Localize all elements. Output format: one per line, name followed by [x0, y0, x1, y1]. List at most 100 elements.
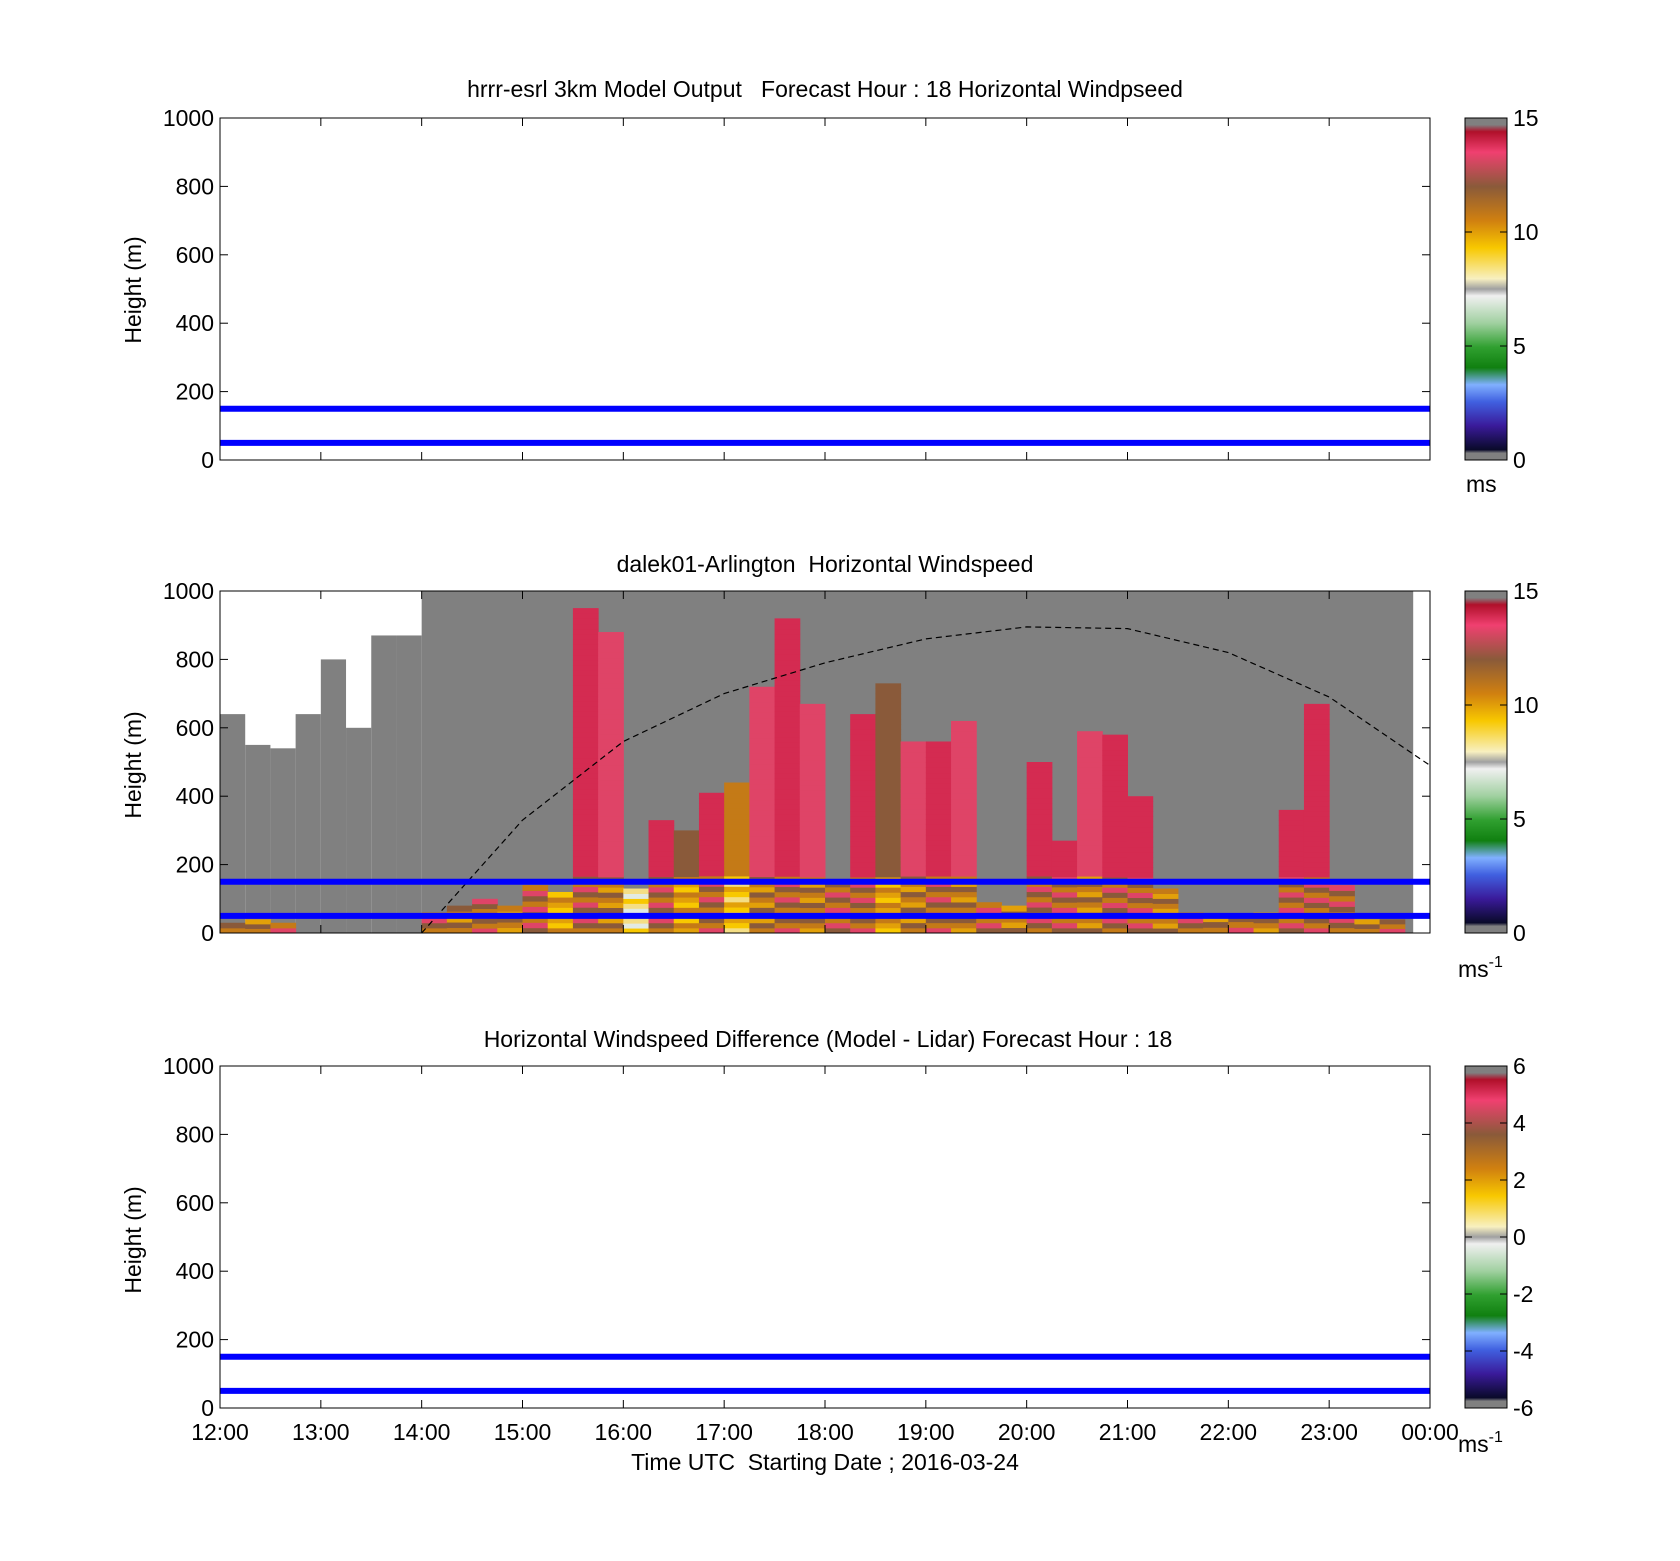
data-cell [799, 759, 826, 766]
data-cell [799, 917, 826, 924]
data-cell [875, 922, 902, 929]
data-cell [598, 856, 624, 863]
data-cell [749, 768, 776, 775]
data-cell [774, 896, 801, 903]
data-cell [1253, 922, 1280, 929]
data-cell [572, 886, 599, 893]
data-cell [1001, 927, 1028, 933]
data-cell [623, 918, 650, 924]
data-cell [572, 804, 599, 810]
data-cell [598, 708, 624, 715]
data-cell [850, 744, 876, 751]
data-cell [572, 809, 599, 815]
data-cell [1278, 891, 1305, 898]
difference-panel: Horizontal Windspeed Difference (Model -… [120, 1026, 1534, 1457]
data-cell [572, 623, 599, 630]
data-cell [1127, 806, 1154, 812]
data-cell [900, 808, 927, 815]
colorbar-unit: ms [1466, 471, 1497, 497]
data-cell [749, 809, 776, 816]
data-cell [749, 738, 776, 744]
data-cell [724, 839, 750, 846]
data-cell [1026, 829, 1053, 836]
data-cell [245, 919, 271, 925]
data-cell [799, 780, 826, 786]
data-cell [472, 928, 498, 933]
data-cell [774, 855, 801, 862]
x-tick-label: 20:00 [998, 1419, 1056, 1445]
data-cell [1077, 736, 1103, 743]
data-cell [1303, 831, 1330, 837]
data-cell [749, 830, 776, 837]
data-cell [875, 708, 902, 715]
data-cell [623, 898, 650, 904]
lidar-panel: dalek01-Arlington Horizontal Windspeed H… [120, 551, 1539, 982]
data-cell [1077, 927, 1103, 933]
data-cell [572, 907, 599, 913]
x-tick-label: 21:00 [1099, 1419, 1157, 1445]
data-cell [623, 888, 650, 894]
data-cell [925, 746, 952, 753]
data-cell [698, 829, 725, 835]
data-cell [875, 810, 902, 817]
data-cell [547, 902, 574, 908]
data-cell [850, 790, 876, 797]
data-cell [1051, 845, 1078, 852]
data-cell [875, 831, 902, 837]
colorbar-unit: ms-1 [1458, 1429, 1503, 1457]
data-cell [925, 907, 952, 913]
data-cell [1152, 893, 1179, 899]
data-cell [774, 706, 801, 712]
x-tick-label: 22:00 [1200, 1419, 1258, 1445]
data-cell [774, 845, 801, 851]
data-cell [850, 831, 876, 837]
data-cell [1303, 708, 1330, 715]
data-cell [875, 744, 902, 751]
data-cell [673, 845, 700, 852]
data-cell [1077, 834, 1103, 841]
data-cell [1152, 918, 1179, 924]
data-cell [749, 902, 776, 908]
data-cell [875, 775, 902, 781]
data-cell [900, 834, 927, 841]
x-tick-label: 15:00 [494, 1419, 552, 1445]
data-cell [1303, 917, 1330, 924]
data-cell [1303, 749, 1330, 756]
data-cell [1127, 922, 1154, 929]
data-cell [598, 887, 624, 893]
y-tick-label: 400 [176, 783, 214, 809]
data-cell [673, 886, 700, 893]
data-cell [572, 845, 599, 851]
data-cell [1102, 775, 1128, 781]
data-cell [598, 892, 624, 898]
data-cell [598, 795, 624, 801]
data-cell [951, 896, 977, 903]
data-cell [774, 804, 801, 810]
data-cell [572, 613, 599, 619]
x-tick-label: 19:00 [897, 1419, 955, 1445]
data-cell [598, 744, 624, 750]
data-cell [598, 739, 624, 745]
data-cell [698, 907, 725, 913]
data-cell [698, 839, 725, 846]
data-cell [572, 865, 599, 872]
data-cell [598, 764, 624, 771]
colorbar-tick-label: 15 [1513, 578, 1539, 604]
data-cell [673, 927, 700, 933]
data-cell [698, 803, 725, 809]
data-cell [799, 846, 826, 853]
data-cell [1077, 772, 1103, 779]
data-cell [1077, 917, 1103, 924]
data-cell [1051, 902, 1078, 908]
data-cell [951, 850, 977, 856]
data-cell [799, 724, 826, 730]
data-cell [875, 841, 902, 847]
data-cell [1026, 870, 1053, 877]
data-cell [698, 849, 725, 856]
data-cell [749, 789, 776, 795]
data-cell [749, 845, 776, 852]
data-cell [598, 810, 624, 817]
data-cell [900, 788, 927, 794]
data-cell [1102, 754, 1128, 761]
data-cell [1026, 886, 1053, 893]
